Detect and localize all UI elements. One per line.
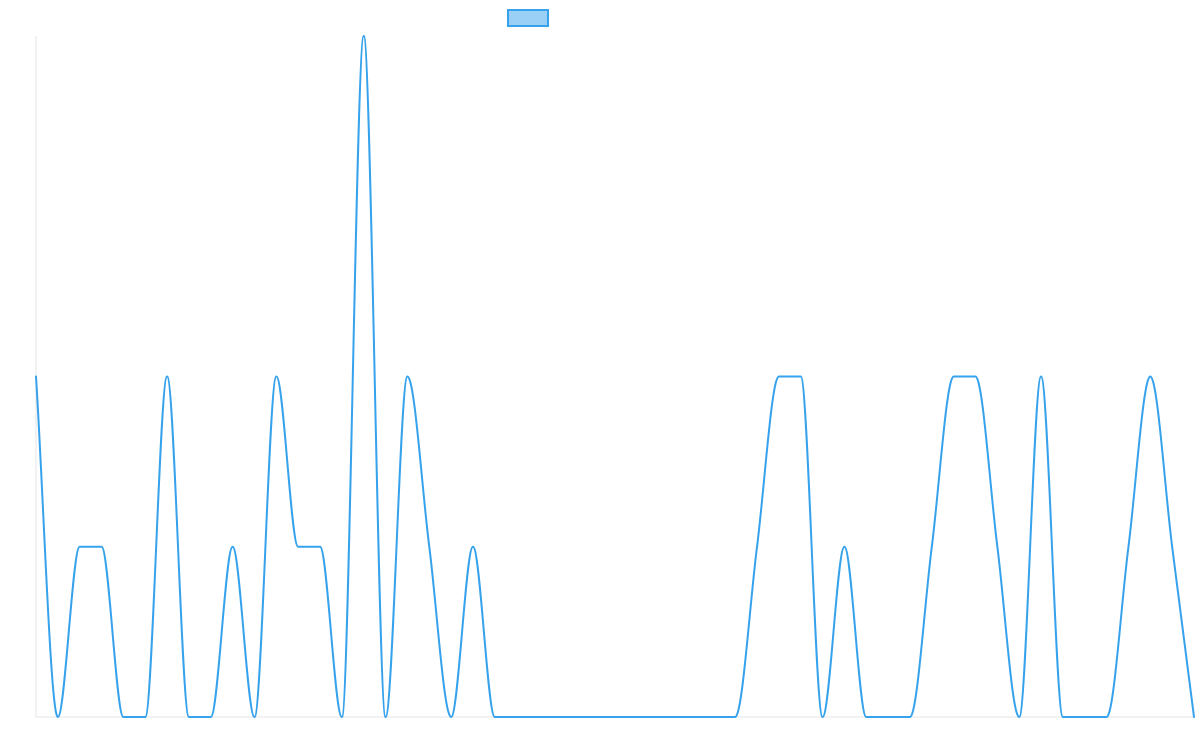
- data-point[interactable]: [710, 714, 716, 720]
- data-point[interactable]: [667, 714, 673, 720]
- data-point[interactable]: [929, 544, 935, 550]
- data-point[interactable]: [142, 714, 148, 720]
- data-point[interactable]: [404, 374, 410, 380]
- data-point[interactable]: [55, 714, 61, 720]
- data-point[interactable]: [1016, 714, 1022, 720]
- data-point[interactable]: [776, 374, 782, 380]
- data-point[interactable]: [1169, 544, 1175, 550]
- data-point[interactable]: [448, 714, 454, 720]
- data-point[interactable]: [1082, 714, 1088, 720]
- data-point[interactable]: [361, 33, 367, 39]
- data-point[interactable]: [120, 714, 126, 720]
- data-point[interactable]: [208, 714, 214, 720]
- data-point[interactable]: [295, 544, 301, 550]
- data-point[interactable]: [841, 544, 847, 550]
- data-point[interactable]: [426, 544, 432, 550]
- data-point[interactable]: [557, 714, 563, 720]
- data-point[interactable]: [1104, 714, 1110, 720]
- data-point[interactable]: [77, 544, 83, 550]
- legend-swatch[interactable]: [507, 9, 549, 27]
- data-point[interactable]: [754, 544, 760, 550]
- data-point[interactable]: [973, 374, 979, 380]
- data-point[interactable]: [1191, 714, 1197, 720]
- data-point[interactable]: [1038, 374, 1044, 380]
- data-point[interactable]: [798, 374, 804, 380]
- data-point[interactable]: [536, 714, 542, 720]
- data-point[interactable]: [186, 714, 192, 720]
- series-line: [35, 35, 1195, 719]
- data-point[interactable]: [339, 714, 345, 720]
- data-point[interactable]: [1147, 374, 1153, 380]
- data-point[interactable]: [885, 714, 891, 720]
- data-point[interactable]: [1060, 714, 1066, 720]
- data-point[interactable]: [164, 374, 170, 380]
- data-point[interactable]: [33, 374, 39, 380]
- data-point[interactable]: [732, 714, 738, 720]
- data-point[interactable]: [820, 714, 826, 720]
- data-point[interactable]: [579, 714, 585, 720]
- data-point[interactable]: [514, 714, 520, 720]
- data-point[interactable]: [317, 544, 323, 550]
- data-point[interactable]: [994, 544, 1000, 550]
- data-point[interactable]: [623, 714, 629, 720]
- data-point[interactable]: [601, 714, 607, 720]
- data-point[interactable]: [251, 714, 257, 720]
- data-point[interactable]: [863, 714, 869, 720]
- data-point[interactable]: [470, 544, 476, 550]
- data-point[interactable]: [492, 714, 498, 720]
- data-point[interactable]: [230, 544, 236, 550]
- data-point[interactable]: [1125, 544, 1131, 550]
- data-point[interactable]: [273, 374, 279, 380]
- data-point[interactable]: [383, 714, 389, 720]
- data-points: [33, 33, 1197, 720]
- data-point[interactable]: [645, 714, 651, 720]
- data-point[interactable]: [99, 544, 105, 550]
- data-point[interactable]: [907, 714, 913, 720]
- data-point[interactable]: [951, 374, 957, 380]
- data-point[interactable]: [688, 714, 694, 720]
